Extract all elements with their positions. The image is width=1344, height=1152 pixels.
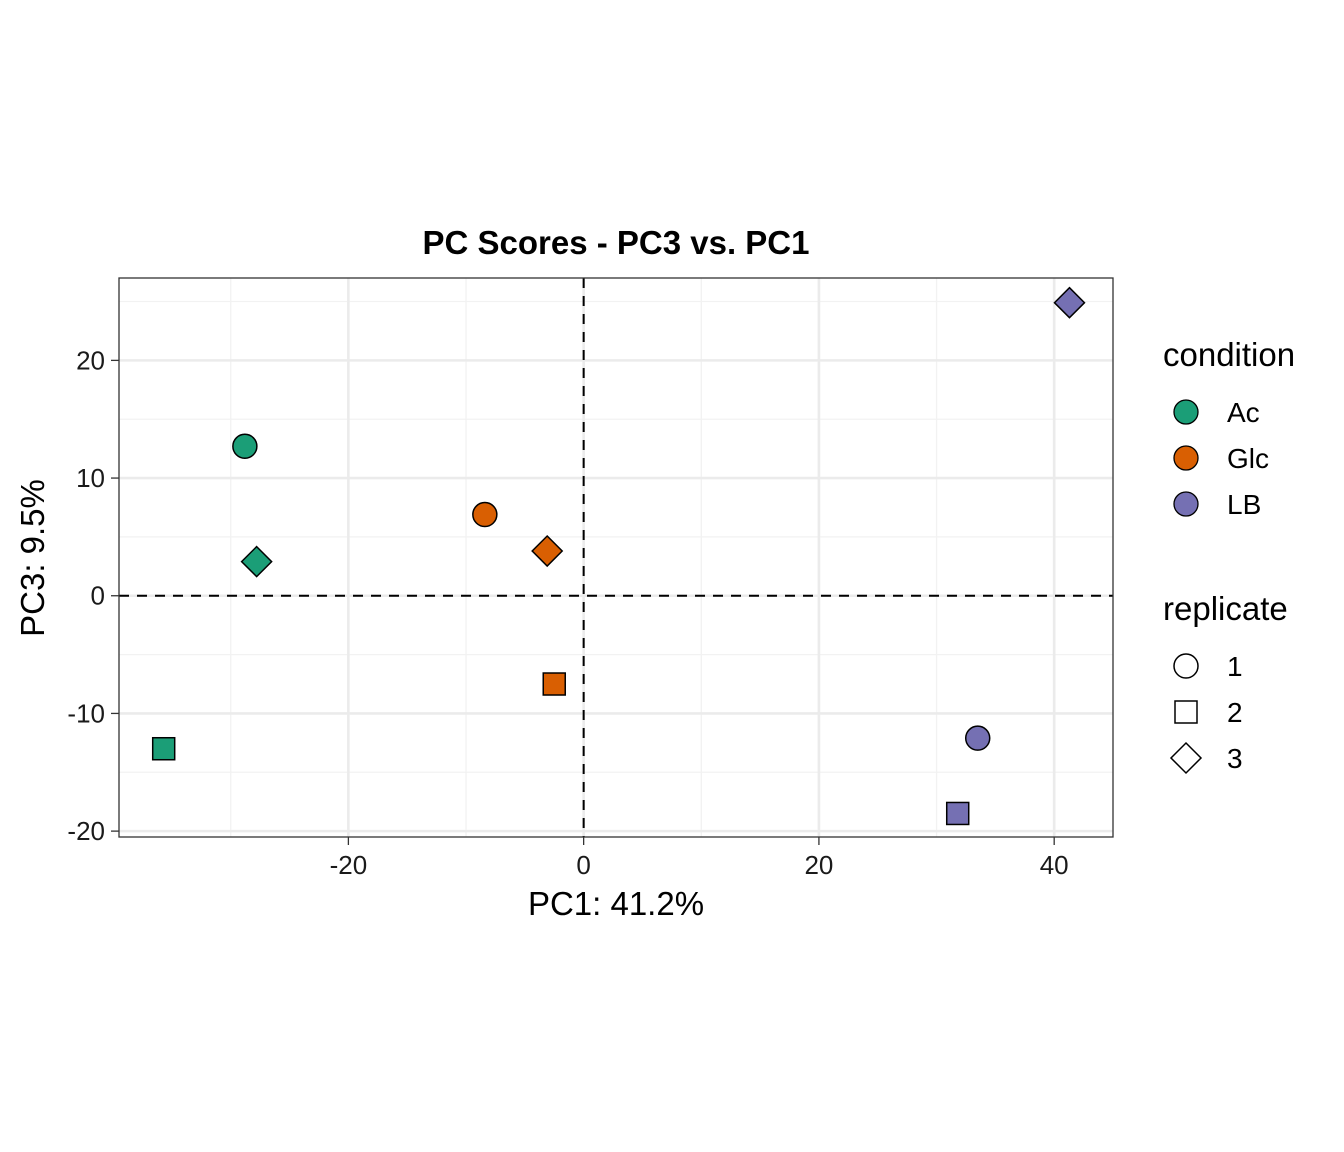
x-axis-ticks: -20 0 20 40: [330, 837, 1069, 880]
x-axis-title: PC1: 41.2%: [528, 885, 704, 922]
legend-replicate: replicate 1 2 3: [1163, 590, 1288, 775]
legend-label-rep-1: 1: [1227, 651, 1243, 682]
y-tick-label: -10: [67, 698, 105, 728]
data-points: [151, 286, 1086, 826]
legend-condition: condition Ac Glc LB: [1163, 336, 1295, 520]
point-lb-rep3: [1053, 286, 1086, 319]
legend-label-glc: Glc: [1227, 443, 1269, 474]
x-tick-label: -20: [330, 850, 368, 880]
legend-label-ac: Ac: [1227, 397, 1260, 428]
point-lb-rep2: [945, 801, 970, 826]
legend-shape-square: [1174, 700, 1198, 724]
point-ac-rep2: [151, 736, 176, 761]
panel-border: [118, 277, 1114, 838]
legend-shape-diamond: [1169, 741, 1203, 775]
legend-swatch-glc: [1173, 445, 1199, 471]
point-glc-rep2: [542, 672, 566, 696]
point-glc-rep1: [472, 501, 498, 528]
legend-replicate-title: replicate: [1163, 590, 1288, 627]
y-axis-ticks: -20 -10 0 10 20: [67, 345, 119, 846]
legend-label-lb: LB: [1227, 489, 1261, 520]
minor-grid: [119, 278, 1113, 837]
y-axis-title: PC3: 9.5%: [14, 479, 51, 637]
x-tick-label: 40: [1040, 850, 1069, 880]
x-tick-label: 0: [576, 850, 590, 880]
legend-label-rep-3: 3: [1227, 743, 1243, 774]
y-tick-label: -20: [67, 816, 105, 846]
point-lb-rep1: [964, 725, 991, 751]
y-tick-label: 0: [91, 581, 105, 611]
point-ac-rep1: [232, 433, 258, 460]
y-tick-label: 20: [76, 345, 105, 375]
legend-condition-title: condition: [1163, 336, 1295, 373]
point-ac-rep3: [240, 545, 273, 578]
y-tick-label: 10: [76, 463, 105, 493]
legend-label-rep-2: 2: [1227, 697, 1243, 728]
legend-swatch-ac: [1173, 399, 1199, 425]
legend-shape-circle: [1173, 653, 1199, 679]
reference-lines: [119, 278, 1113, 837]
chart-title: PC Scores - PC3 vs. PC1: [422, 224, 809, 261]
point-glc-rep3: [531, 534, 564, 568]
legend-swatch-lb: [1173, 491, 1199, 517]
x-tick-label: 20: [804, 850, 833, 880]
